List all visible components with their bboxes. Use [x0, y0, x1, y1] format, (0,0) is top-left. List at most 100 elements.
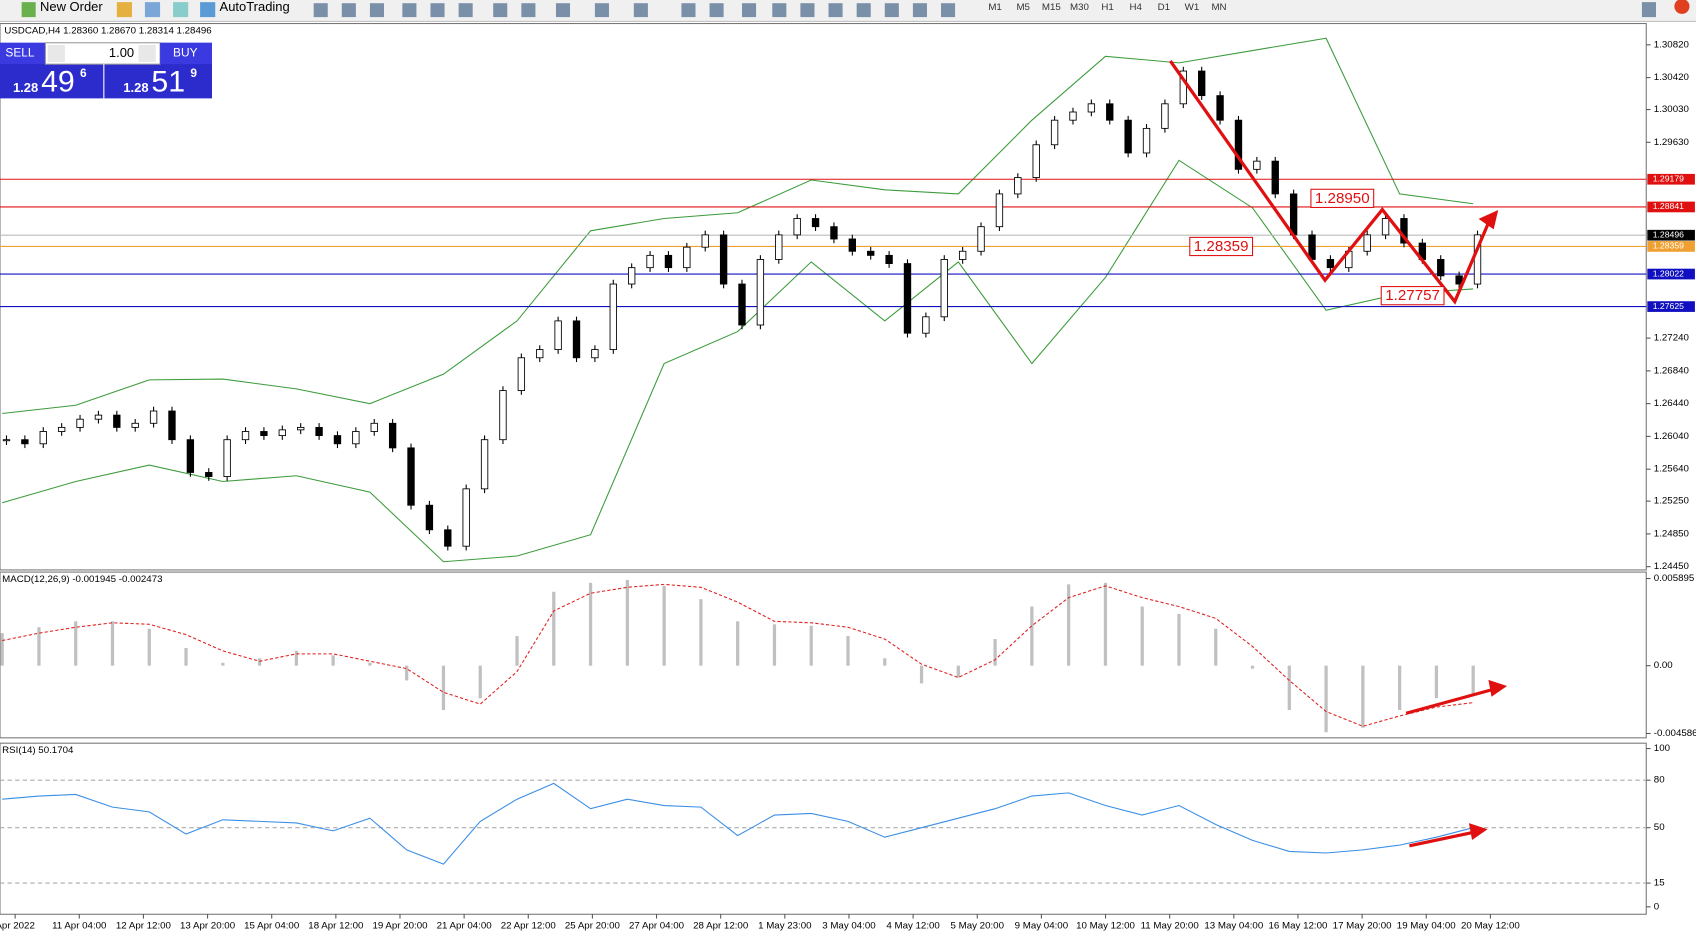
- tool-icon[interactable]: [941, 3, 956, 18]
- y-tick-label: 1.26040: [1654, 431, 1689, 442]
- tool-icon[interactable]: [884, 3, 899, 18]
- macd-bar: [405, 665, 409, 681]
- macd-bar: [662, 585, 666, 666]
- annotation-box: [1189, 236, 1254, 257]
- timeframe[interactable]: M1: [988, 2, 1001, 13]
- timeframe[interactable]: W1: [1185, 2, 1200, 13]
- timeframe[interactable]: H4: [1129, 2, 1142, 13]
- buy-button[interactable]: [160, 42, 212, 65]
- macd-bar: [552, 591, 556, 666]
- macd-bar: [883, 658, 887, 666]
- timeframe[interactable]: MN: [1211, 2, 1226, 13]
- tool-icon[interactable]: [402, 3, 417, 18]
- tool-icon[interactable]: [912, 3, 927, 18]
- candle: [388, 422, 397, 449]
- macd-signal: [2, 583, 1474, 727]
- candle: [738, 283, 746, 326]
- candle: [315, 426, 323, 437]
- tool-icon[interactable]: [313, 3, 328, 18]
- tool-icon[interactable]: [856, 3, 871, 18]
- timeframe[interactable]: M15: [1042, 2, 1061, 13]
- candle: [1032, 144, 1040, 178]
- tool-icon[interactable]: [493, 3, 508, 18]
- autotrading-icon[interactable]: [200, 2, 216, 18]
- tool-icon[interactable]: [681, 3, 696, 18]
- tool-icon[interactable]: [633, 3, 648, 18]
- buy-price-big[interactable]: 1.28: [123, 80, 148, 95]
- tool-icon[interactable]: [742, 3, 757, 18]
- timeframe[interactable]: H1: [1101, 2, 1113, 13]
- tool-icon[interactable]: [341, 3, 356, 18]
- macd-bar: [441, 665, 446, 711]
- tool-icon[interactable]: [116, 2, 132, 18]
- tool-icon[interactable]: [521, 3, 536, 18]
- candle: [462, 488, 470, 547]
- candle: [499, 390, 507, 441]
- rsi-arrow: [1409, 830, 1476, 848]
- tool-icon[interactable]: [709, 3, 724, 18]
- tool-icon[interactable]: [430, 3, 445, 18]
- candle: [39, 431, 47, 445]
- candle: [186, 439, 195, 473]
- timeframe[interactable]: M5: [1016, 2, 1029, 13]
- buy-label[interactable]: BUY: [173, 46, 198, 60]
- macd-bar: [1030, 606, 1034, 666]
- sell-label[interactable]: SELL: [5, 46, 35, 60]
- arrow-head: [1488, 679, 1508, 697]
- sell-fraction[interactable]: 6: [80, 66, 87, 80]
- tool-icon[interactable]: [144, 2, 161, 18]
- y-tick-label: 1.25250: [1654, 496, 1689, 507]
- level-label: 1.28359: [1653, 241, 1684, 251]
- candle: [958, 250, 967, 260]
- tool-icon[interactable]: [369, 3, 384, 18]
- candle: [94, 414, 103, 420]
- tool-icon[interactable]: [555, 3, 571, 18]
- macd-bar: [809, 625, 813, 666]
- candle: [922, 316, 930, 334]
- macd-bar: [736, 621, 740, 666]
- new-order[interactable]: New Order: [40, 0, 103, 14]
- x-tick-label: 16 May 12:00: [1269, 921, 1328, 932]
- candle: [591, 349, 599, 359]
- x-tick-label: 18 Apr 12:00: [308, 921, 363, 932]
- sell-price-big[interactable]: 1.28: [13, 80, 38, 95]
- candle: [775, 234, 783, 260]
- macd-bar: [1214, 628, 1218, 666]
- candle: [554, 320, 562, 351]
- candle: [1216, 95, 1224, 121]
- tool-icon[interactable]: [828, 3, 843, 18]
- notification[interactable]: [1674, 0, 1690, 14]
- candle: [940, 259, 948, 318]
- candle: [1124, 119, 1132, 154]
- new-order-icon[interactable]: [21, 2, 36, 18]
- macd-bar: [1287, 665, 1291, 711]
- timeframe[interactable]: D1: [1158, 2, 1170, 13]
- search-icon[interactable]: [1641, 2, 1656, 18]
- tool-icon[interactable]: [458, 3, 473, 18]
- y-tick-label: 0.005895: [1654, 573, 1695, 584]
- tool-icon[interactable]: [800, 3, 815, 18]
- x-tick-label: 11 May 20:00: [1141, 921, 1199, 932]
- timeframe[interactable]: M30: [1070, 2, 1089, 13]
- lots-up[interactable]: [138, 44, 156, 63]
- sell-button[interactable]: [0, 42, 46, 65]
- macd-bar: [368, 662, 372, 666]
- candle: [536, 349, 544, 359]
- macd-bar: [772, 624, 777, 666]
- y-tick-label: 1.26440: [1654, 398, 1689, 409]
- lots-down[interactable]: [47, 44, 65, 63]
- tool-icon[interactable]: [594, 3, 609, 18]
- auto-trading[interactable]: AutoTrading: [220, 0, 290, 14]
- sell-pips[interactable]: 49: [41, 65, 75, 98]
- candle: [683, 246, 691, 269]
- tool-icon[interactable]: [772, 3, 787, 18]
- lots[interactable]: 1.00: [109, 45, 134, 60]
- y-tick-label: 100: [1654, 743, 1670, 754]
- candle: [76, 418, 84, 428]
- macd-bar: [37, 627, 41, 666]
- candle: [572, 320, 581, 359]
- buy-pips[interactable]: 51: [151, 65, 185, 98]
- buy-fraction[interactable]: 9: [190, 66, 197, 80]
- tool-icon[interactable]: [173, 2, 189, 18]
- candle: [517, 357, 526, 391]
